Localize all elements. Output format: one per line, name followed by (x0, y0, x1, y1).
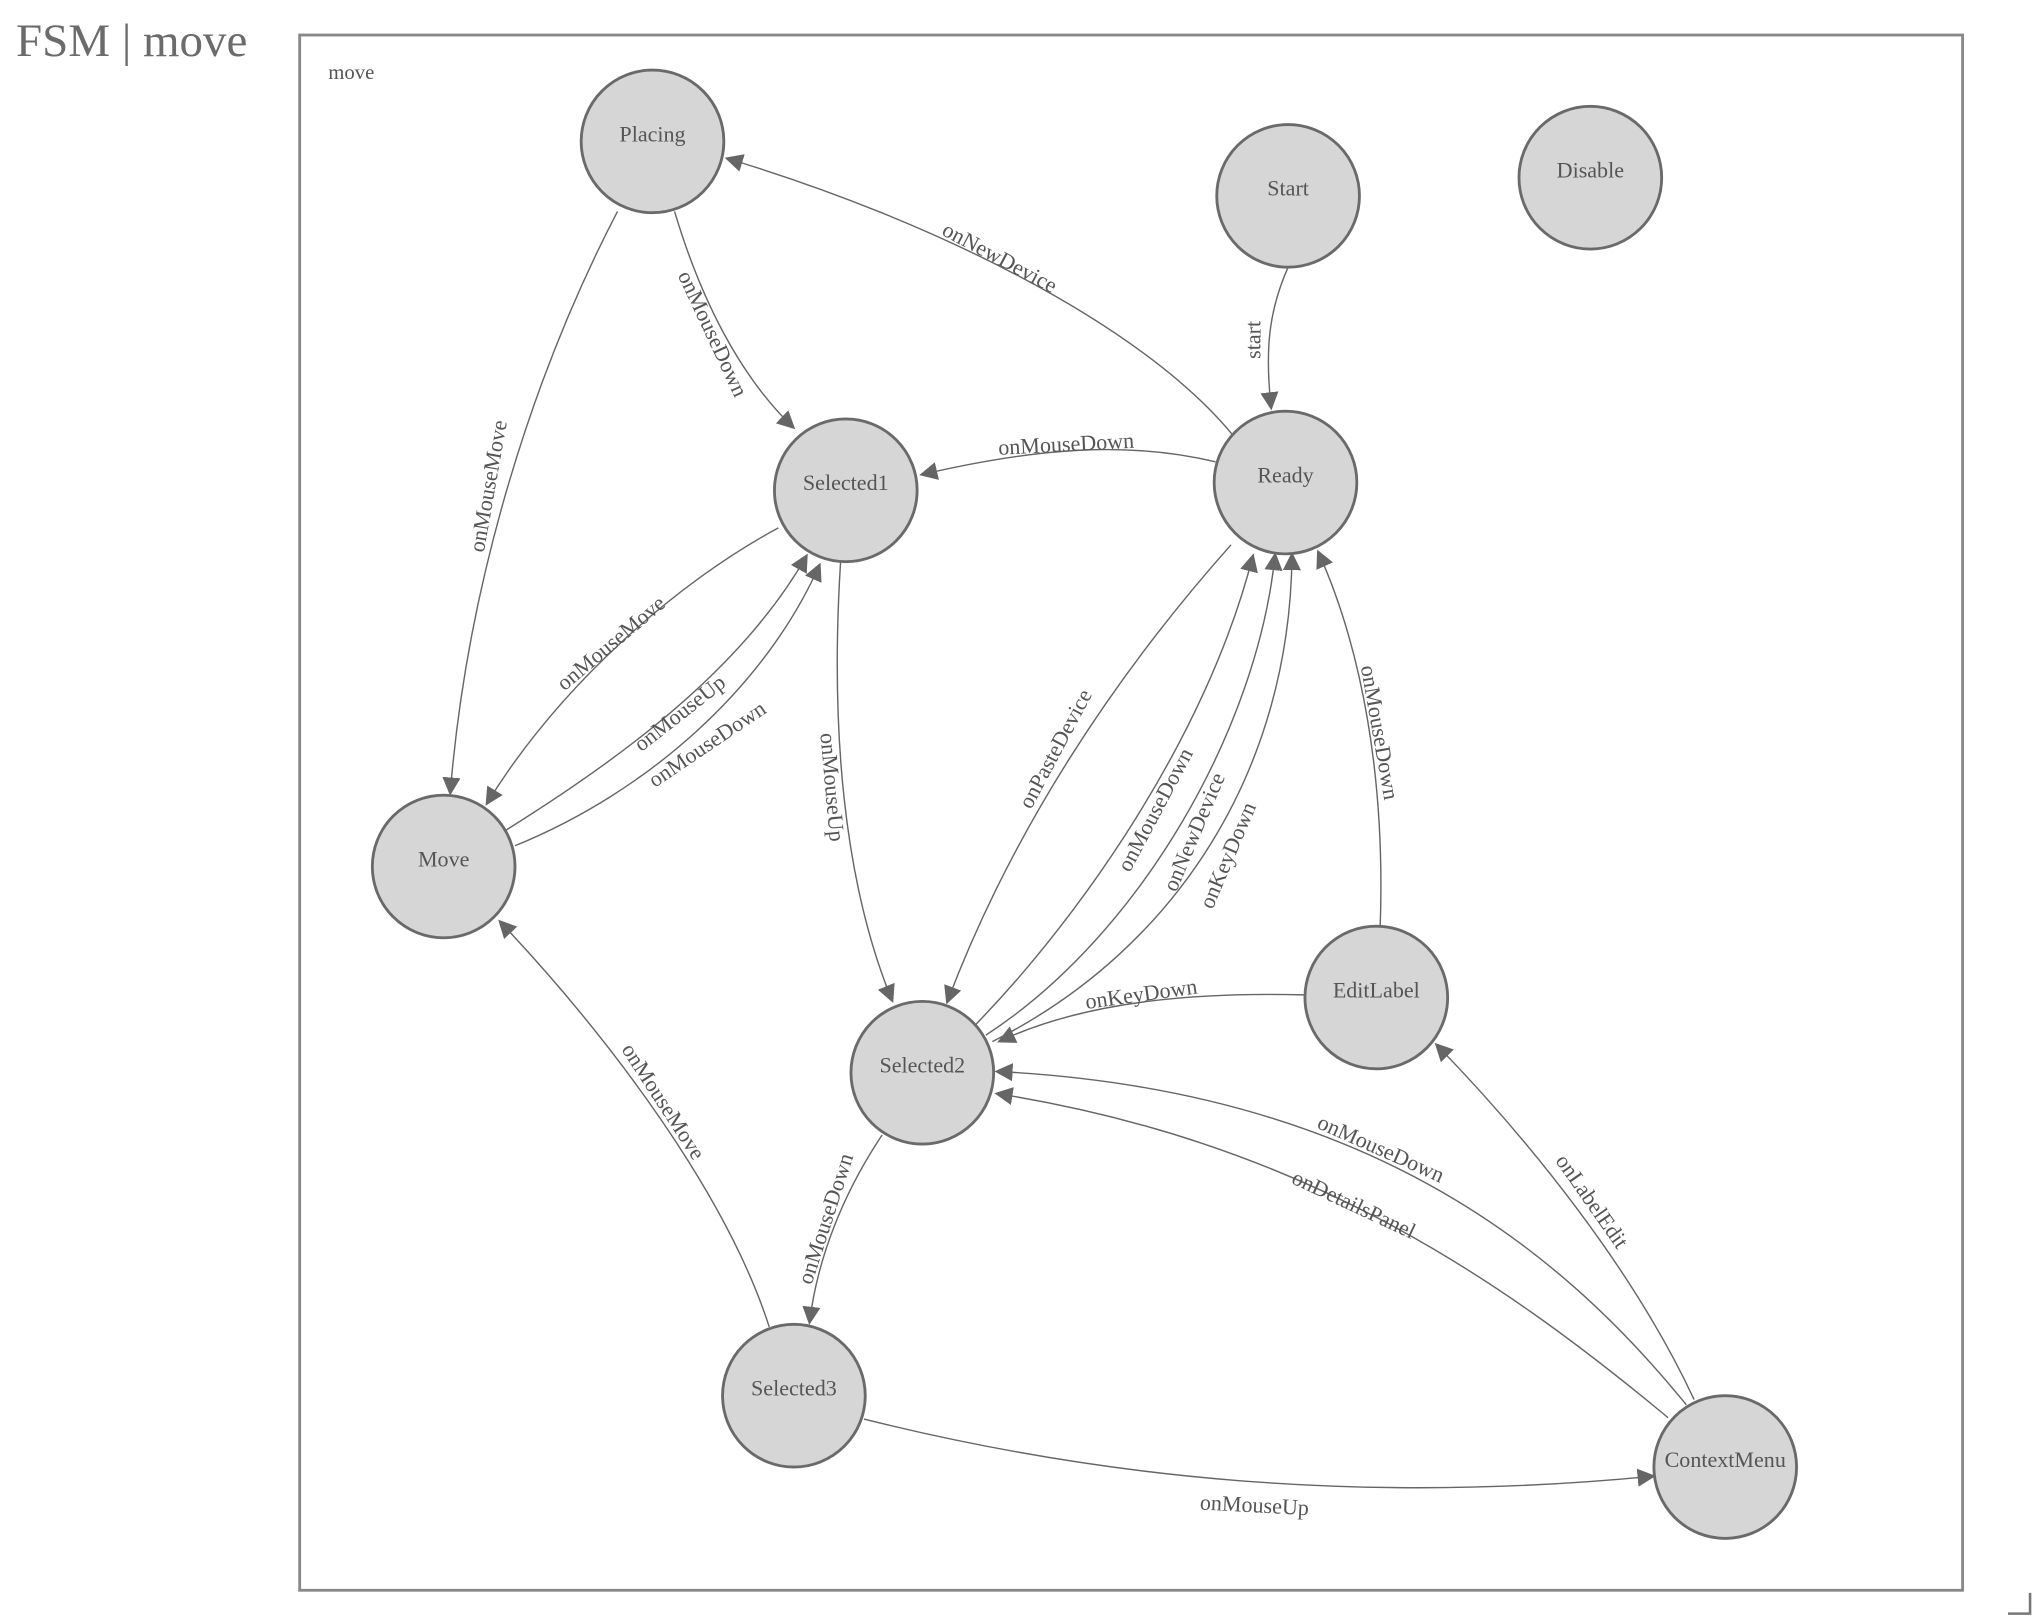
state-circle[interactable] (773, 417, 919, 564)
state-selected3[interactable]: Selected3 (721, 1322, 867, 1469)
state-circle[interactable] (370, 793, 517, 940)
transition-label: start (1241, 321, 1266, 359)
transition-arrow (836, 561, 895, 1004)
state-label: Selected3 (751, 1376, 837, 1401)
transition-ready-to-selected1: onMouseDown (919, 428, 1216, 480)
page-title: FSM | move (16, 15, 248, 67)
transition-label: onMouseUp (1199, 1489, 1309, 1520)
transition-arrow (1316, 549, 1382, 927)
state-label: Move (418, 846, 470, 871)
state-disable[interactable]: Disable (1517, 104, 1664, 251)
state-circle[interactable] (1517, 104, 1664, 251)
transition-arrow (985, 552, 1283, 1036)
transition-contextmenu-to-selected2: onDetailsPanel (994, 1087, 1669, 1419)
transition-start-to-ready: start (1241, 266, 1289, 411)
transition-arrow (1260, 266, 1289, 411)
state-move[interactable]: Move (370, 793, 517, 940)
transition-selected1-to-selected2: onMouseUp (815, 561, 895, 1004)
state-circle[interactable] (1212, 409, 1359, 556)
transition-label: onLabelEdit (1551, 1149, 1634, 1253)
group-label: move (328, 62, 374, 84)
group-frame (298, 33, 1965, 1592)
state-label: Disable (1557, 158, 1625, 183)
state-label: Ready (1257, 462, 1313, 487)
transition-arrow (997, 993, 1305, 1043)
transition-selected3-to-contextmenu: onMouseUp (863, 1418, 1656, 1520)
transition-label: onMouseDown (1314, 1109, 1448, 1187)
transition-contextmenu-to-selected2: onMouseDown (994, 1063, 1687, 1406)
state-start[interactable]: Start (1215, 123, 1361, 269)
transition-arrow (724, 154, 1233, 435)
state-label: Start (1267, 176, 1309, 201)
transition-ready-to-placing: onNewDevice (724, 154, 1233, 435)
state-ready[interactable]: Ready (1212, 409, 1359, 556)
state-editlabel[interactable]: EditLabel (1303, 924, 1450, 1071)
transition-selected3-to-move: onMouseMove (498, 919, 770, 1328)
transition-editlabel-to-selected2: onKeyDown (997, 974, 1305, 1043)
transition-label: onKeyDown (1084, 974, 1199, 1014)
transition-label: onNewDevice (938, 217, 1061, 298)
transition-label: onMouseDown (1356, 663, 1404, 801)
state-circle[interactable] (1215, 123, 1361, 269)
transition-arrow (863, 1418, 1656, 1489)
state-selected2[interactable]: Selected2 (849, 999, 996, 1146)
transition-label: onMouseMove (464, 418, 512, 554)
state-selected1[interactable]: Selected1 (773, 417, 919, 564)
state-circle[interactable] (1652, 1394, 1798, 1540)
transition-arrow (442, 211, 619, 796)
transition-contextmenu-to-editlabel: onLabelEdit (1434, 1042, 1695, 1400)
corner-mark (2008, 1592, 2032, 1615)
state-label: EditLabel (1333, 977, 1420, 1002)
transition-arrow (505, 553, 808, 831)
transition-arrow (1434, 1042, 1695, 1400)
state-circle[interactable] (849, 999, 996, 1146)
transition-arrow (974, 553, 1258, 1026)
transition-placing-to-selected1: onMouseDown (673, 211, 796, 430)
transition-label: onPasteDevice (1013, 685, 1097, 813)
transition-label: onMouseMove (552, 590, 670, 695)
state-placing[interactable]: Placing (579, 68, 726, 215)
state-circle[interactable] (721, 1322, 867, 1469)
transition-arrow (514, 562, 822, 847)
transition-arrow (992, 552, 1301, 1043)
transition-selected1-to-move: onMouseMove (485, 527, 779, 806)
state-label: Selected1 (803, 470, 889, 495)
transition-ready-to-selected2: onPasteDevice (944, 544, 1232, 1005)
transition-arrow (919, 448, 1216, 480)
transition-arrow (673, 211, 796, 430)
transition-label: onMouseMove (617, 1038, 711, 1164)
state-label: ContextMenu (1665, 1447, 1786, 1472)
transition-arrow (802, 1134, 883, 1325)
transition-label: onMouseDown (998, 428, 1135, 460)
transition-label: onMouseDown (792, 1150, 858, 1287)
state-circle[interactable] (1303, 924, 1450, 1071)
transition-editlabel-to-ready: onMouseDown (1316, 549, 1404, 927)
state-label: Selected2 (879, 1053, 965, 1078)
transition-placing-to-move: onMouseMove (442, 211, 619, 796)
transition-label: onMouseUp (815, 732, 849, 843)
state-contextmenu[interactable]: ContextMenu (1652, 1394, 1798, 1540)
state-label: Placing (619, 121, 685, 146)
transition-selected2-to-selected3: onMouseDown (792, 1134, 883, 1325)
state-circle[interactable] (579, 68, 726, 215)
transition-arrow (994, 1087, 1669, 1419)
transition-label: onMouseDown (673, 267, 753, 401)
transition-arrow (498, 919, 770, 1328)
transition-arrow (944, 544, 1232, 1005)
transition-label: onDetailsPanel (1288, 1165, 1420, 1244)
transition-arrow (485, 527, 779, 806)
transition-arrow (994, 1063, 1687, 1406)
